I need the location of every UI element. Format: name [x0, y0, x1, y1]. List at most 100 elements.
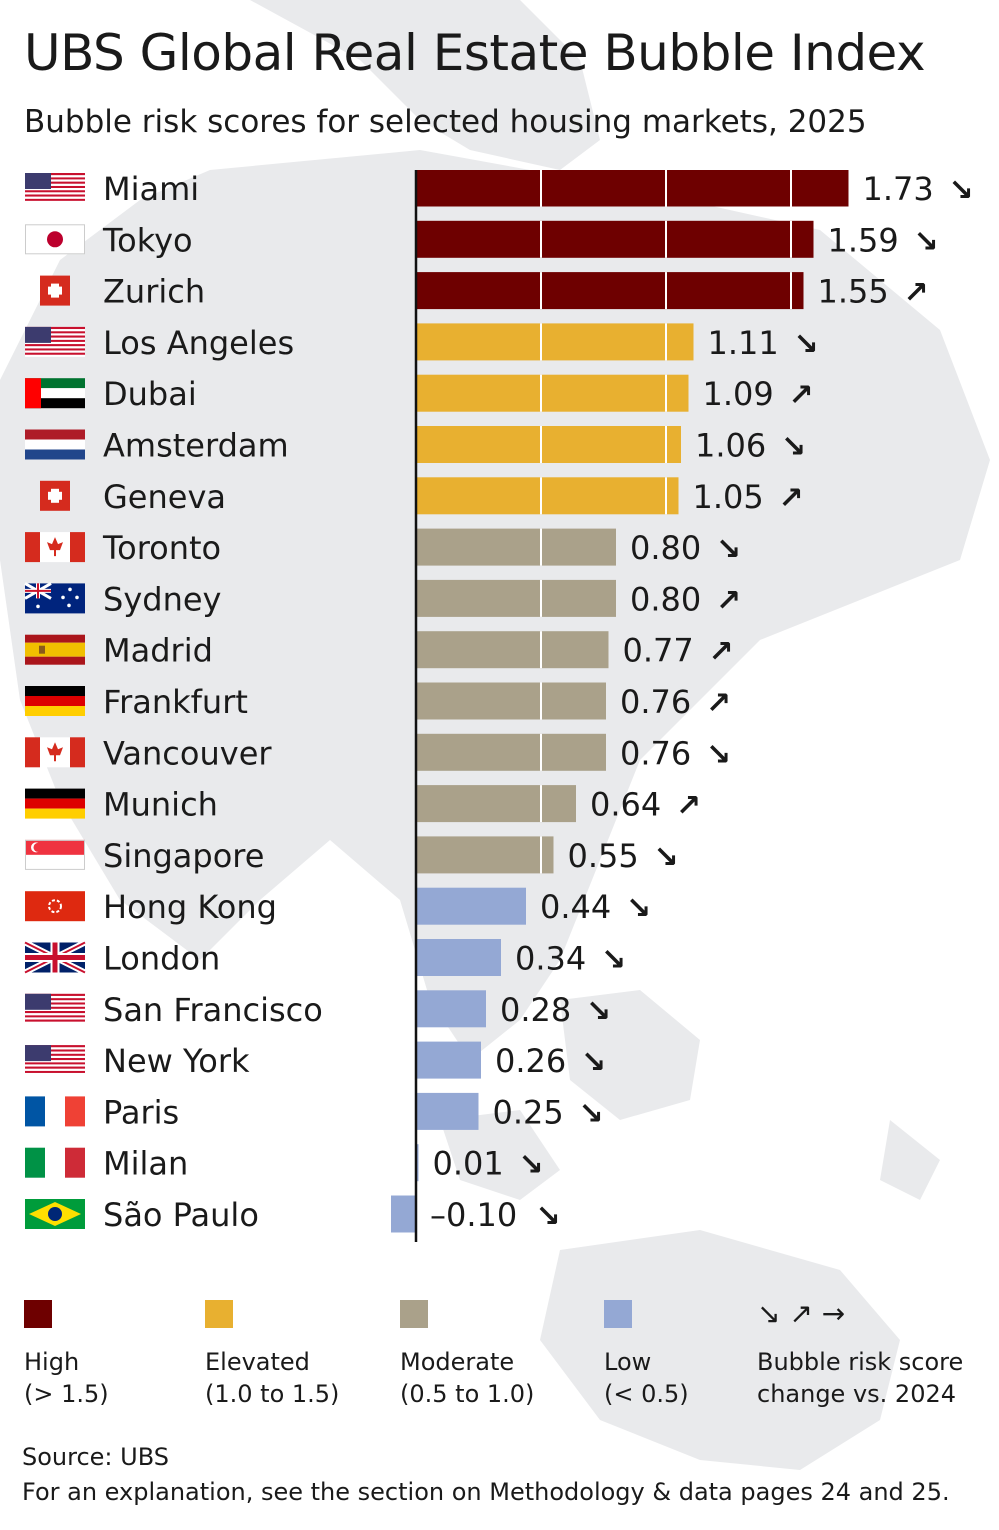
bar	[416, 682, 606, 720]
bar	[416, 939, 501, 976]
bar-separator	[665, 323, 667, 361]
bar	[416, 374, 689, 412]
city-label: San Francisco	[103, 991, 323, 1029]
city-label: Miami	[103, 170, 199, 208]
city-label: Paris	[103, 1093, 179, 1131]
value-label: 0.25	[493, 1093, 564, 1131]
france-flag-icon	[25, 1096, 85, 1127]
trend-down-icon: ↘	[716, 532, 741, 567]
trend-down-icon: ↘	[914, 224, 939, 259]
city-label: Vancouver	[103, 734, 272, 772]
city-label: Madrid	[103, 632, 213, 670]
us-flag-icon	[25, 326, 85, 357]
value-label: 1.73	[863, 170, 934, 208]
bar-separator	[540, 579, 542, 617]
city-label: London	[103, 940, 220, 978]
city-label: Munich	[103, 786, 218, 824]
germany-flag-icon	[25, 686, 85, 716]
bar-separator	[665, 477, 667, 515]
value-label: 0.26	[495, 1042, 566, 1080]
switzerland-flag-icon	[40, 480, 70, 511]
bar	[416, 785, 576, 823]
singapore-flag-icon	[25, 839, 85, 870]
value-label: 1.09	[703, 375, 774, 413]
bar-separator	[540, 426, 542, 463]
bar-separator	[540, 272, 542, 310]
bar-separator	[790, 272, 792, 310]
page-title: UBS Global Real Estate Bubble Index	[24, 24, 926, 82]
bar	[416, 528, 616, 566]
bar-separator	[540, 374, 542, 412]
bar-separator	[665, 272, 667, 310]
city-label: Geneva	[103, 478, 226, 516]
legend-label-trend: Bubble risk score change vs. 2024	[757, 1348, 964, 1408]
value-label: 0.55	[568, 837, 639, 875]
city-label: Singapore	[103, 837, 264, 875]
trend-down-icon: ↘	[579, 1096, 604, 1131]
legend-swatch-low	[604, 1300, 632, 1328]
legend-label-moderate: Moderate (0.5 to 1.0)	[400, 1348, 535, 1408]
bar	[416, 887, 526, 925]
trend-up-icon: ↗	[716, 583, 741, 618]
value-label: 0.80	[630, 580, 701, 618]
value-label: 0.34	[515, 940, 586, 978]
legend-item-trend: ↘ ↗ → Bubble risk score change vs. 2024	[757, 1300, 963, 1410]
bar	[416, 1092, 479, 1130]
city-label: Sydney	[103, 580, 221, 618]
bar-separator	[790, 170, 792, 207]
source-note: Source: UBS For an explanation, see the …	[22, 1440, 950, 1510]
value-label: 0.64	[590, 786, 661, 824]
trend-down-icon: ↘	[794, 327, 819, 362]
city-label: Los Angeles	[103, 324, 294, 362]
page-subtitle: Bubble risk scores for selected housing …	[24, 104, 867, 140]
bar-separator	[540, 836, 542, 874]
value-label: 1.06	[695, 427, 766, 465]
bar-separator	[790, 220, 792, 258]
bar-separator	[540, 477, 542, 515]
canada-flag-icon	[25, 737, 85, 768]
trend-up-icon: ↗	[904, 276, 929, 311]
hong-kong-flag-icon	[25, 891, 85, 922]
city-label: Zurich	[103, 273, 205, 311]
value-label: 0.76	[620, 734, 691, 772]
legend-item-high: High (> 1.5)	[24, 1300, 109, 1410]
bar	[416, 170, 849, 207]
legend-item-low: Low (< 0.5)	[604, 1300, 689, 1410]
legend-label-low: Low (< 0.5)	[604, 1348, 689, 1408]
legend-swatch-elevated	[205, 1300, 233, 1328]
value-label: 1.59	[828, 221, 899, 259]
methodology-note: For an explanation, see the section on M…	[22, 1478, 950, 1506]
us-flag-icon	[25, 993, 85, 1024]
bar	[416, 579, 616, 617]
legend: High (> 1.5) Elevated (1.0 to 1.5) Moderat…	[0, 1300, 999, 1420]
uae-flag-icon	[25, 378, 85, 409]
bar	[416, 323, 694, 361]
trend-arrows-icon: ↘ ↗ →	[757, 1297, 846, 1330]
us-flag-icon	[25, 173, 85, 203]
trend-down-icon: ↘	[781, 430, 806, 465]
netherlands-flag-icon	[25, 429, 85, 460]
bar	[391, 1195, 416, 1233]
brazil-flag-icon	[25, 1199, 85, 1229]
bar	[416, 272, 804, 310]
city-label: Milan	[103, 1145, 188, 1183]
spain-flag-icon	[25, 634, 85, 665]
bar-separator	[665, 426, 667, 463]
trend-down-icon: ↘	[586, 994, 611, 1029]
legend-label-elevated: Elevated (1.0 to 1.5)	[205, 1348, 340, 1408]
bar	[416, 1041, 481, 1079]
value-label: 1.11	[708, 324, 779, 362]
value-label: 0.77	[623, 632, 694, 670]
canada-flag-icon	[25, 532, 85, 563]
bar-chart: Miami 1.73 ↘ Tokyo 1.59 ↘ Zurich 1.55 ↗ Los Angel…	[23, 170, 974, 1242]
bar	[416, 477, 679, 515]
bar	[416, 733, 606, 771]
value-label: 0.01	[433, 1145, 504, 1183]
bar-separator	[665, 220, 667, 258]
source-line: Source: UBS	[22, 1443, 169, 1471]
city-label: Frankfurt	[103, 683, 248, 721]
bar	[416, 990, 486, 1028]
value-label: 1.05	[693, 478, 764, 516]
trend-down-icon: ↘	[949, 173, 974, 208]
bar	[416, 836, 554, 874]
